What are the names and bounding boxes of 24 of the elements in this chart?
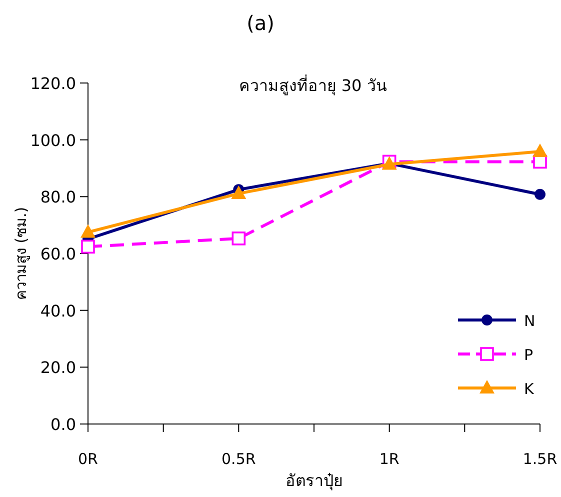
chart-subtitle: ความสูงที่อายุ 30 วัน (239, 74, 387, 96)
x-axis-title: อัตราปุ๋ย (286, 471, 342, 491)
legend-label: K (524, 380, 535, 398)
x-tick-label: 1.5R (522, 450, 558, 468)
y-tick-label: 40.0 (40, 301, 76, 320)
y-tick-label: 0.0 (50, 415, 76, 434)
x-tick-label: 0R (78, 450, 98, 468)
x-tick-label: 1R (379, 450, 400, 468)
x-tick-label: 0.5R (222, 450, 256, 468)
y-tick-label: 80.0 (40, 188, 76, 207)
point (231, 186, 246, 200)
point (232, 232, 246, 246)
y-axis-title: ความสูง (ซม.) (12, 206, 30, 300)
point (80, 224, 96, 238)
point (81, 240, 95, 254)
point (534, 188, 546, 200)
legend-label: N (524, 312, 536, 330)
y-tick-label: 120.0 (30, 74, 76, 93)
chart-title: (a) (246, 11, 274, 35)
y-tick-label: 20.0 (40, 358, 76, 378)
y-tick-label: 60.0 (40, 244, 76, 264)
legend-label: P (524, 346, 534, 364)
point (532, 143, 548, 157)
y-tick-label: 100.0 (30, 130, 76, 150)
